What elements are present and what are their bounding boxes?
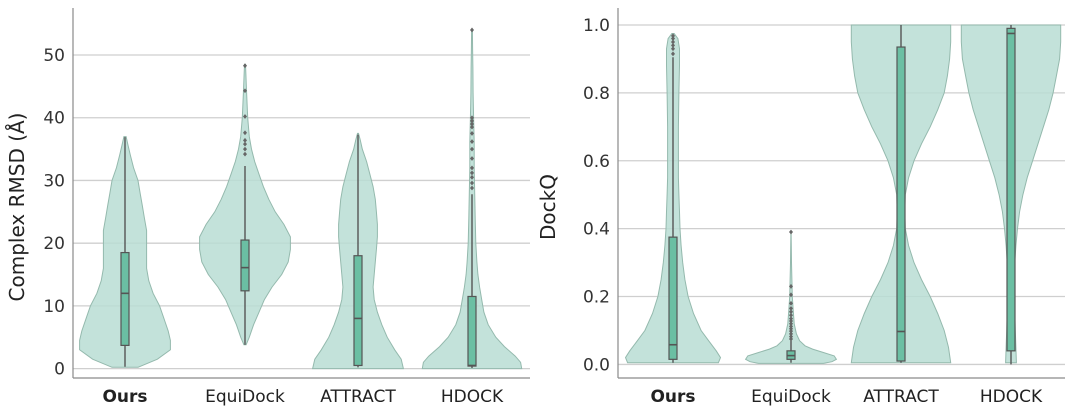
dockq-x-tick-label-equidock: EquiDock — [751, 387, 831, 407]
rmsd-y-axis-label: Complex RMSD (Å) — [5, 113, 29, 302]
rmsd-y-tick-label: 20 — [43, 234, 65, 254]
dockq-outlier-ours — [671, 36, 675, 41]
dockq-y-tick-label: 0.0 — [583, 355, 610, 375]
dockq-outlier-equidock — [789, 229, 793, 235]
rmsd-outlier-hdock — [470, 139, 474, 144]
rmsd-outlier-hdock — [470, 124, 474, 130]
dockq-y-tick-label: 0.4 — [583, 220, 610, 240]
rmsd-outlier-hdock — [470, 156, 474, 161]
dockq-outlier-ours — [671, 33, 675, 39]
rmsd-x-tick-label-attract: ATTRACT — [320, 387, 396, 407]
dockq-outlier-equidock — [789, 300, 793, 306]
dockq-outlier-equidock — [789, 306, 793, 311]
rmsd-violin-panel: Complex RMSD (Å) 0 10 20 30 40 50 Ours EquiDock… — [5, 8, 530, 407]
dockq-y-tick-label: 0.2 — [583, 288, 610, 308]
dockq-outlier-equidock — [789, 312, 793, 318]
dockq-y-tick-label: 0.6 — [583, 152, 610, 172]
dockq-outlier-equidock — [789, 316, 793, 321]
dockq-outlier-equidock — [789, 283, 793, 289]
dockq-outlier-ours — [671, 42, 675, 48]
rmsd-outlier-hdock — [470, 121, 474, 127]
rmsd-outlier-hdock — [470, 118, 474, 124]
dockq-violin-group-ours — [624, 33, 722, 364]
rmsd-x-tick-label-ours: Ours — [102, 387, 147, 407]
rmsd-outlier-equidock — [243, 114, 247, 119]
dockq-x-tick-label-hdock: HDOCK — [980, 387, 1043, 407]
rmsd-y-tick-label: 50 — [43, 46, 65, 66]
rmsd-violin-group-hdock — [421, 27, 523, 370]
rmsd-outlier-equidock — [243, 130, 247, 136]
dockq-x-tick-label-ours: Ours — [650, 387, 695, 407]
rmsd-x-tick-label-equidock: EquiDock — [205, 387, 285, 407]
rmsd-box-hdock — [467, 295, 477, 367]
rmsd-box-ours — [120, 251, 130, 346]
rmsd-outlier-equidock — [243, 63, 247, 69]
rmsd-outlier-equidock — [243, 151, 247, 157]
dockq-violin-group-equidock — [744, 229, 838, 364]
rmsd-outlier-equidock — [243, 88, 247, 94]
rmsd-outlier-hdock — [470, 165, 474, 171]
dockq-box-ours — [668, 236, 678, 360]
rmsd-outlier-hdock — [470, 170, 474, 176]
rmsd-outlier-hdock — [470, 115, 474, 121]
rmsd-outlier-hdock — [470, 174, 474, 180]
rmsd-outlier-equidock — [243, 137, 247, 143]
dockq-outlier-ours — [671, 46, 675, 52]
dockq-outlier-ours — [671, 39, 675, 45]
rmsd-violin-group-equidock — [199, 63, 291, 346]
rmsd-outlier-equidock — [243, 141, 247, 147]
dockq-outlier-equidock — [789, 334, 793, 339]
rmsd-y-tick-label: 0 — [54, 360, 65, 380]
dockq-y-tick-label: 0.8 — [583, 84, 610, 104]
dockq-violin-panel: DockQ 0.0 0.2 0.4 0.6 0.8 1.0 Ours EquiDock ATTR… — [536, 8, 1065, 407]
rmsd-box-attract — [353, 255, 363, 367]
dockq-violin-group-attract — [850, 24, 952, 364]
rmsd-outlier-hdock — [470, 185, 474, 191]
rmsd-x-tick-label-hdock: HDOCK — [441, 387, 504, 407]
rmsd-outlier-hdock — [470, 146, 474, 152]
dockq-y-tick-label: 1.0 — [583, 16, 610, 36]
dockq-outlier-equidock — [789, 292, 793, 298]
dockq-outlier-equidock — [789, 331, 793, 337]
rmsd-y-tick-label: 30 — [43, 171, 65, 191]
dockq-x-tick-label-attract: ATTRACT — [863, 387, 939, 407]
dockq-y-axis-label: DockQ — [536, 174, 560, 240]
rmsd-violin-group-ours — [79, 136, 171, 368]
dockq-violin-group-hdock — [960, 24, 1062, 365]
rmsd-outlier-hdock — [470, 180, 474, 186]
dockq-box-hdock — [1006, 27, 1016, 352]
rmsd-violin-group-attract — [311, 132, 405, 370]
rmsd-outlier-hdock — [470, 27, 474, 33]
dockq-outlier-equidock — [789, 324, 793, 329]
rmsd-y-tick-label: 10 — [43, 297, 65, 317]
dockq-box-attract — [896, 46, 906, 362]
rmsd-outlier-hdock — [470, 131, 474, 136]
dockq-outlier-equidock — [789, 309, 793, 315]
dockq-outlier-equidock — [789, 321, 793, 327]
rmsd-outlier-equidock — [243, 146, 247, 152]
rmsd-y-tick-label: 40 — [43, 109, 65, 129]
rmsd-box-equidock — [240, 239, 250, 292]
dockq-outlier-ours — [671, 51, 675, 57]
